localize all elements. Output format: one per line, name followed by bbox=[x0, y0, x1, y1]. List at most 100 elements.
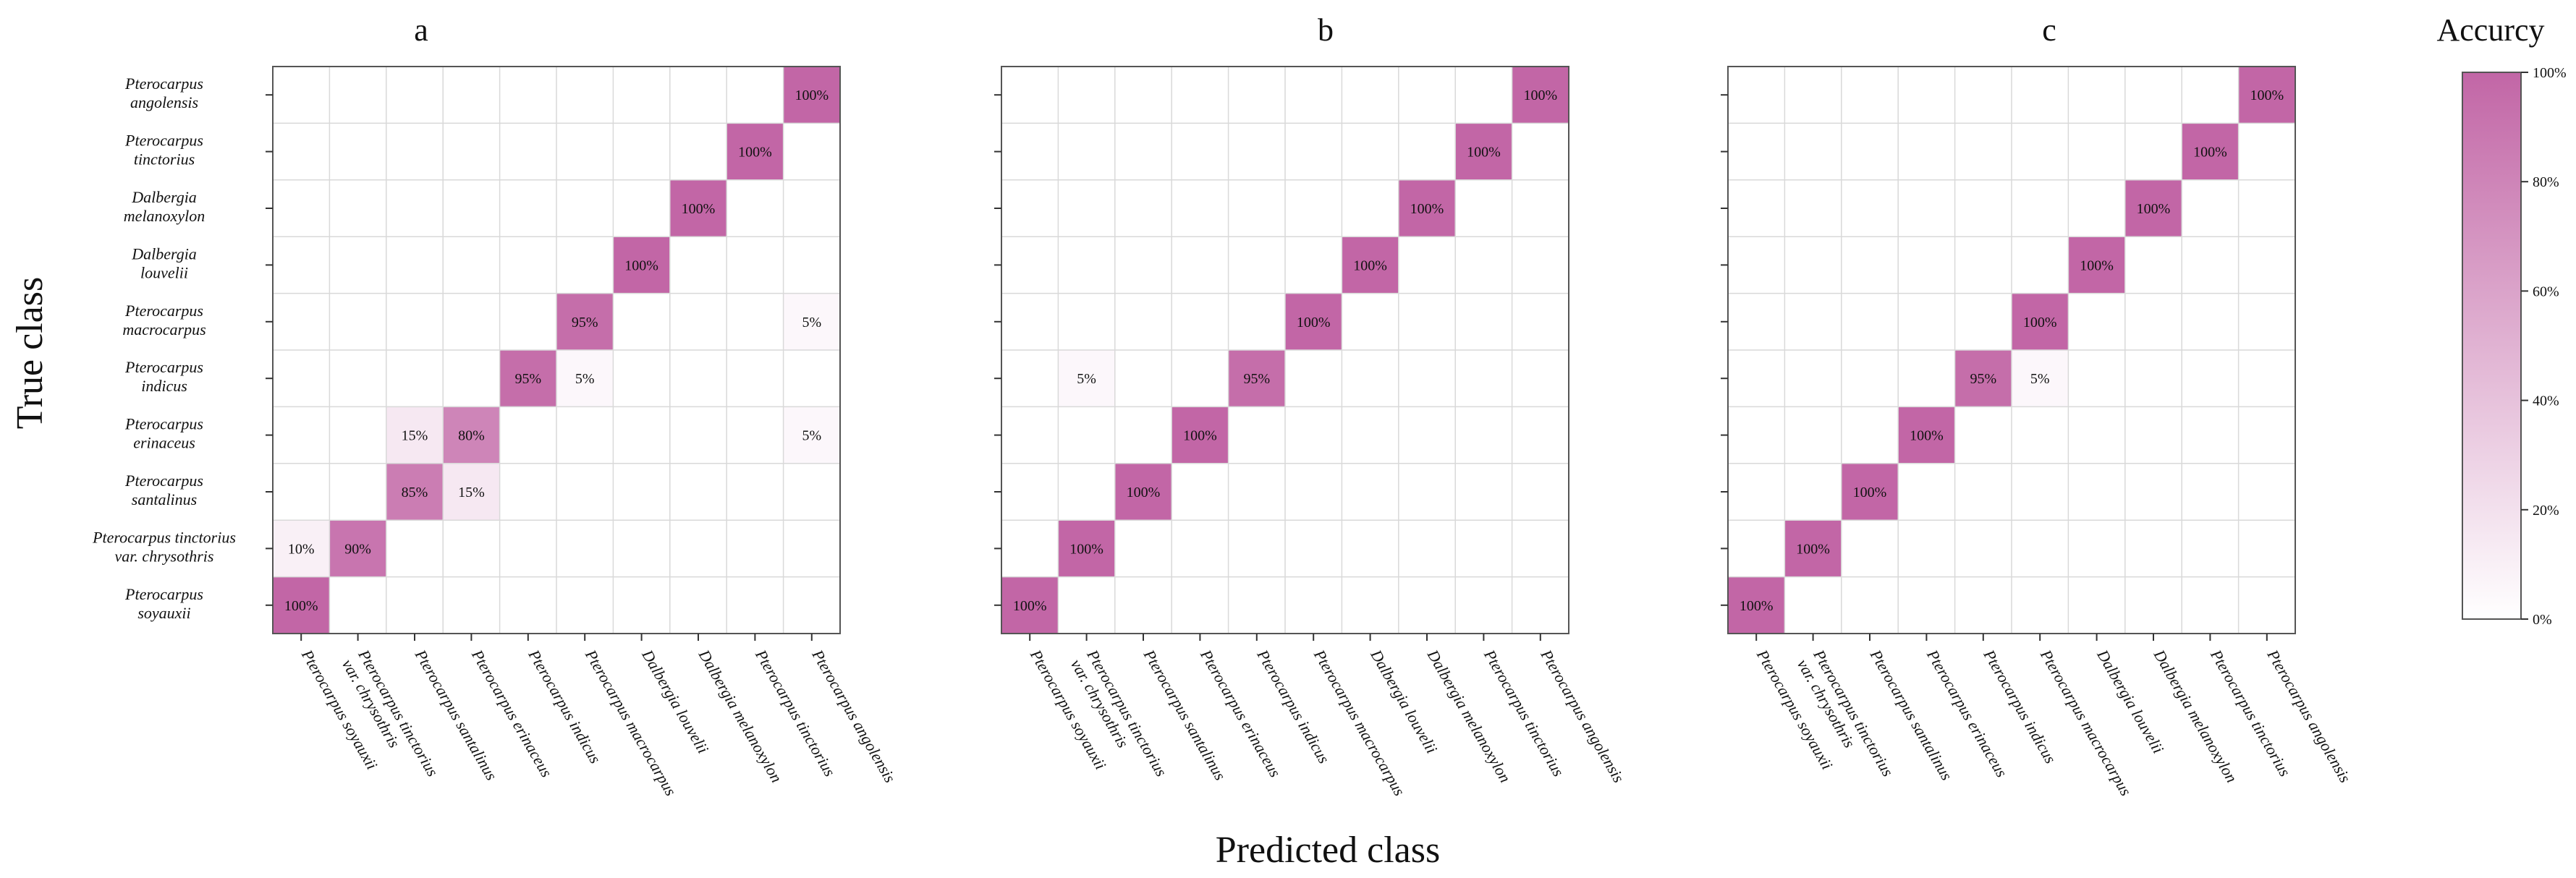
panel-title-c: c bbox=[2042, 12, 2056, 48]
heatmap-cell bbox=[1728, 576, 1785, 634]
heatmap-cell bbox=[556, 293, 614, 350]
heatmap-cell bbox=[669, 179, 727, 237]
y-tick-label: Dalbergia louvelii bbox=[131, 244, 197, 281]
legend-tick-label: 0% bbox=[2533, 612, 2552, 628]
cell-value-label: 95% bbox=[572, 315, 598, 331]
cell-value-label: 95% bbox=[514, 371, 541, 387]
cell-value-label: 100% bbox=[1740, 598, 1774, 614]
cell-value-label: 100% bbox=[1297, 315, 1331, 331]
cell-value-label: 15% bbox=[458, 485, 485, 500]
heatmap-cell bbox=[2012, 293, 2069, 350]
heatmap-cell bbox=[556, 350, 614, 407]
heatmap-cell bbox=[1058, 350, 1115, 407]
heatmap-cell bbox=[2238, 67, 2295, 124]
plot-frame bbox=[1727, 66, 2296, 634]
cell-value-label: 100% bbox=[284, 598, 318, 614]
heatmap-cell bbox=[2182, 123, 2239, 180]
heatmap-cell bbox=[783, 67, 840, 124]
cell-value-label: 100% bbox=[624, 257, 658, 273]
cell-value-label: 100% bbox=[795, 88, 829, 103]
plot-frame bbox=[272, 66, 841, 634]
cell-value-label: 95% bbox=[1970, 371, 1996, 387]
legend-tick-label: 100% bbox=[2533, 65, 2567, 81]
heatmap-cell bbox=[499, 350, 556, 407]
heatmap-cell bbox=[1784, 520, 1842, 577]
heatmap-cell bbox=[443, 406, 500, 464]
y-tick-label: Pterocarpus indicus bbox=[124, 358, 203, 395]
legend-tick-label: 80% bbox=[2533, 174, 2559, 190]
heatmap-cell bbox=[783, 293, 840, 350]
y-tick-label: Dalbergia melanoxylon bbox=[124, 188, 205, 225]
heatmap-cell bbox=[613, 236, 670, 294]
heatmap-cell bbox=[386, 406, 444, 464]
cell-value-label: 5% bbox=[575, 371, 595, 387]
heatmap-cell bbox=[2012, 350, 2069, 407]
heatmap-cell bbox=[443, 463, 500, 521]
legend-ticks: 100% 80% 60% 40% 20% 0% bbox=[2521, 65, 2567, 628]
cell-value-label: 100% bbox=[2137, 201, 2171, 217]
y-tick-label: Pterocarpus soyauxii bbox=[124, 585, 203, 622]
heatmap-cell bbox=[329, 520, 386, 577]
heatmap-cell bbox=[273, 576, 330, 634]
cell-value-label: 80% bbox=[458, 428, 485, 444]
heatmap-cell bbox=[1114, 463, 1172, 521]
cell-value-label: 100% bbox=[1796, 541, 1830, 557]
cell-value-label: 100% bbox=[1910, 428, 1944, 444]
heatmap-cell bbox=[1398, 179, 1456, 237]
cell-value-label: 100% bbox=[1013, 598, 1047, 614]
heatmap-cell bbox=[1001, 576, 1059, 634]
cell-value-label: 95% bbox=[1243, 371, 1270, 387]
y-tick-label: Pterocarpus tinctorius bbox=[124, 132, 203, 169]
cell-value-label: 100% bbox=[1183, 428, 1217, 444]
y-tick-label: Pterocarpus macrocarpus bbox=[122, 302, 206, 338]
cell-value-label: 100% bbox=[682, 201, 716, 217]
heatmap-cell bbox=[1285, 293, 1342, 350]
cell-value-label: 100% bbox=[1069, 541, 1103, 557]
heatmap-panels: 100% 100% 100% 100% 95% 5% 95% 5% 15% 80% 5% 85% 15%… bbox=[92, 66, 2355, 799]
y-tick-label: Pterocarpus tinctorius var. chrysothris bbox=[92, 528, 236, 565]
legend-tick-label: 20% bbox=[2533, 503, 2559, 519]
cell-value-label: 10% bbox=[288, 541, 315, 557]
heatmap-panel-c: 100% 100% 100% 100% 100% 95% 5% 100% 100% 100% 100… bbox=[1721, 66, 2355, 799]
cell-value-label: 100% bbox=[2250, 88, 2284, 103]
cell-value-label: 85% bbox=[402, 485, 428, 500]
x-axis-title: Predicted class bbox=[1216, 830, 1440, 871]
heatmap-cell bbox=[1841, 463, 1899, 521]
heatmap-panel-a: 100% 100% 100% 100% 95% 5% 95% 5% 15% 80% 5% 85% 15%… bbox=[92, 66, 899, 799]
cell-value-label: 5% bbox=[802, 428, 821, 444]
heatmap-cell bbox=[783, 406, 840, 464]
cell-value-label: 5% bbox=[2030, 371, 2050, 387]
legend-tick-label: 60% bbox=[2533, 284, 2559, 299]
legend-tick-label: 40% bbox=[2533, 393, 2559, 409]
cell-value-label: 15% bbox=[402, 428, 428, 444]
heatmap-cell bbox=[1954, 350, 2012, 407]
legend-colorbar bbox=[2462, 72, 2522, 620]
legend-title: Accurcy bbox=[2436, 12, 2544, 48]
heatmap-cell bbox=[273, 520, 330, 577]
y-axis-title: True class bbox=[9, 277, 51, 429]
cell-value-label: 100% bbox=[738, 145, 772, 161]
plot-frame bbox=[1001, 66, 1569, 634]
panel-title-b: b bbox=[1318, 12, 1334, 48]
y-tick-label: Pterocarpus erinaceus bbox=[124, 415, 203, 452]
heatmap-cell bbox=[1512, 67, 1569, 124]
heatmap-cell bbox=[1172, 406, 1229, 464]
cell-value-label: 5% bbox=[1077, 371, 1096, 387]
cell-value-label: 100% bbox=[2080, 257, 2114, 273]
cell-value-label: 90% bbox=[344, 541, 371, 557]
heatmap-cell bbox=[1058, 520, 1115, 577]
heatmap-cell bbox=[1455, 123, 1512, 180]
cell-value-label: 100% bbox=[1353, 257, 1387, 273]
heatmap-panel-b: 100% 100% 100% 100% 100% 5% 95% 100% 100% 100% 100… bbox=[994, 66, 1628, 799]
heatmap-cell bbox=[386, 463, 444, 521]
heatmap-cell bbox=[2068, 236, 2125, 294]
cell-value-label: 100% bbox=[1853, 485, 1887, 500]
heatmap-cell bbox=[1228, 350, 1285, 407]
cell-value-label: 100% bbox=[1523, 88, 1557, 103]
heatmap-cell bbox=[726, 123, 784, 180]
y-tick-label: Pterocarpus angolensis bbox=[124, 74, 203, 111]
cell-value-label: 100% bbox=[1410, 201, 1444, 217]
heatmap-cell bbox=[2124, 179, 2182, 237]
cell-value-label: 100% bbox=[2023, 315, 2057, 331]
